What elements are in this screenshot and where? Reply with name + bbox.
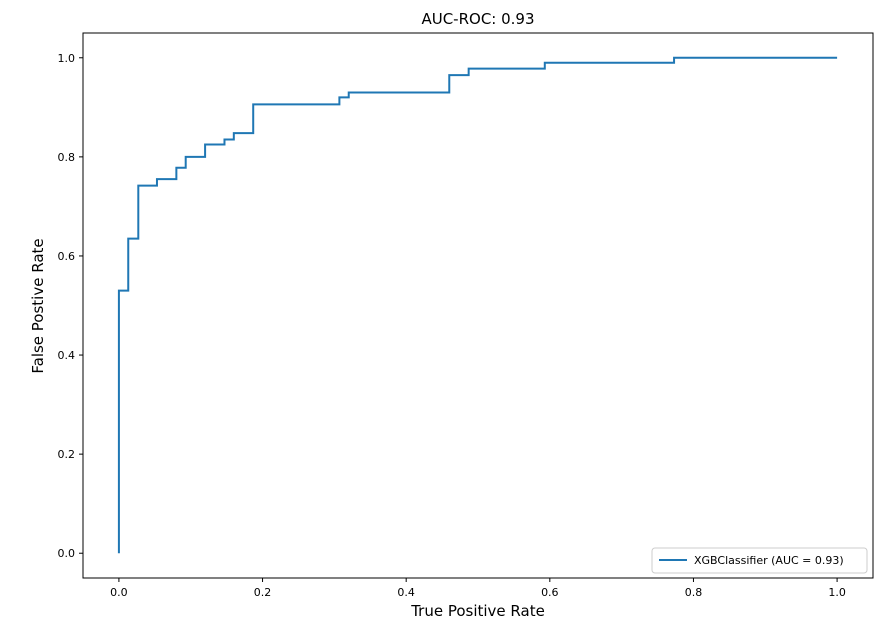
- legend-label: XGBClassifier (AUC = 0.93): [694, 554, 844, 567]
- roc-curve-line: [117, 56, 838, 554]
- y-tick-label: 1.0: [58, 52, 76, 65]
- axes-frame: [82, 32, 874, 579]
- y-tick-label: 0.8: [58, 151, 76, 164]
- y-tick-label: 0.2: [58, 448, 76, 461]
- x-tick-label: 0.0: [110, 586, 128, 599]
- x-tick-label: 1.0: [828, 586, 846, 599]
- x-tick-label: 0.4: [397, 586, 415, 599]
- legend-box: [651, 547, 868, 574]
- chart-title: AUC-ROC: 0.93: [421, 10, 534, 28]
- y-tick-label: 0.6: [58, 250, 76, 263]
- y-tick-label: 0.4: [58, 349, 76, 362]
- y-axis-label: False Postive Rate: [29, 238, 47, 373]
- x-tick-label: 0.8: [685, 586, 703, 599]
- x-tick-label: 0.2: [254, 586, 272, 599]
- legend: XGBClassifier (AUC = 0.93): [651, 547, 868, 574]
- x-tick-label: 0.6: [541, 586, 559, 599]
- plot-area: 0.0 0.2 0.4 0.6 0.8 1.0 0.0 0.2 0.4 0.6 0.8 1.0: [58, 32, 874, 599]
- y-tick-label: 0.0: [58, 547, 76, 560]
- x-axis-label: True Positive Rate: [410, 602, 545, 620]
